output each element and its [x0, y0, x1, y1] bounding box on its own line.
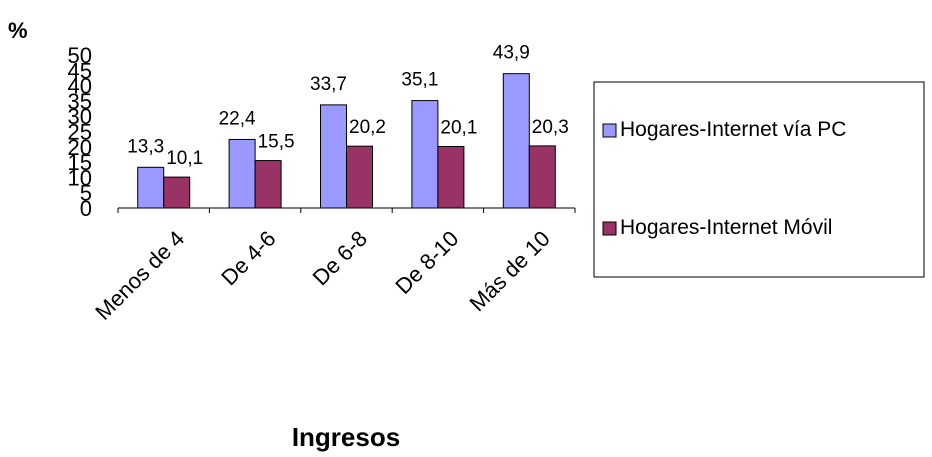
- category-label: De 6-8: [308, 226, 372, 290]
- data-label: 20,3: [532, 117, 569, 138]
- bar-movil: [528, 145, 556, 209]
- bar-movil: [346, 145, 373, 209]
- bar-movil: [254, 160, 282, 209]
- bar-pc: [411, 100, 439, 209]
- data-label: 33,7: [310, 74, 347, 95]
- data-label: 20,2: [349, 117, 386, 138]
- y-tick-label: 0: [80, 196, 92, 221]
- y-tick-label: 35: [68, 89, 92, 114]
- bar-movil: [437, 145, 465, 209]
- bars: [137, 73, 556, 209]
- category-label: Menos de 4: [90, 226, 189, 325]
- y-axis-label: %: [8, 18, 28, 43]
- data-label: 13,3: [127, 136, 164, 157]
- bar-pc: [502, 73, 530, 209]
- x-axis-label: Ingresos: [292, 422, 400, 452]
- legend: Hogares-Internet vía PC Hogares-Internet …: [593, 81, 925, 278]
- y-tick-label: 50: [68, 43, 92, 68]
- bar-pc: [137, 166, 165, 209]
- data-label: 43,9: [493, 43, 530, 64]
- legend-box: [593, 81, 925, 278]
- data-label: 15,5: [258, 132, 295, 153]
- data-label: 10,1: [166, 148, 203, 169]
- y-tick-label: 30: [68, 104, 92, 129]
- category-labels: Menos de 4 De 4-6 De 6-8 De 8-10 Más de 10: [90, 226, 555, 325]
- y-tick-label: 20: [68, 135, 92, 160]
- axes: [117, 207, 576, 213]
- legend-label: Hogares-Internet Móvil: [620, 216, 832, 239]
- category-label: Más de 10: [465, 226, 555, 316]
- data-label: 35,1: [401, 70, 438, 91]
- y-tick-label: 45: [68, 58, 92, 83]
- data-labels: 13,3 22,4 33,7 35,1 43,9 10,1 15,5 20,2 20,1 20,3: [127, 43, 569, 169]
- bar-pc: [228, 138, 256, 209]
- data-label: 22,4: [219, 108, 256, 129]
- legend-swatch: [602, 123, 617, 138]
- legend-label: Hogares-Internet vía PC: [620, 118, 846, 141]
- bar-movil: [163, 176, 191, 209]
- category-label: De 8-10: [390, 226, 463, 299]
- category-label: De 4-6: [216, 226, 280, 290]
- y-tick-label: 15: [68, 150, 92, 175]
- y-tick-label: 25: [68, 120, 92, 145]
- bar-pc: [320, 104, 347, 209]
- data-label: 20,1: [440, 117, 477, 138]
- y-tick-label: 40: [68, 74, 92, 99]
- y-tick-label: 10: [68, 165, 92, 190]
- legend-swatch: [602, 221, 617, 236]
- y-tick-label: 5: [80, 181, 92, 206]
